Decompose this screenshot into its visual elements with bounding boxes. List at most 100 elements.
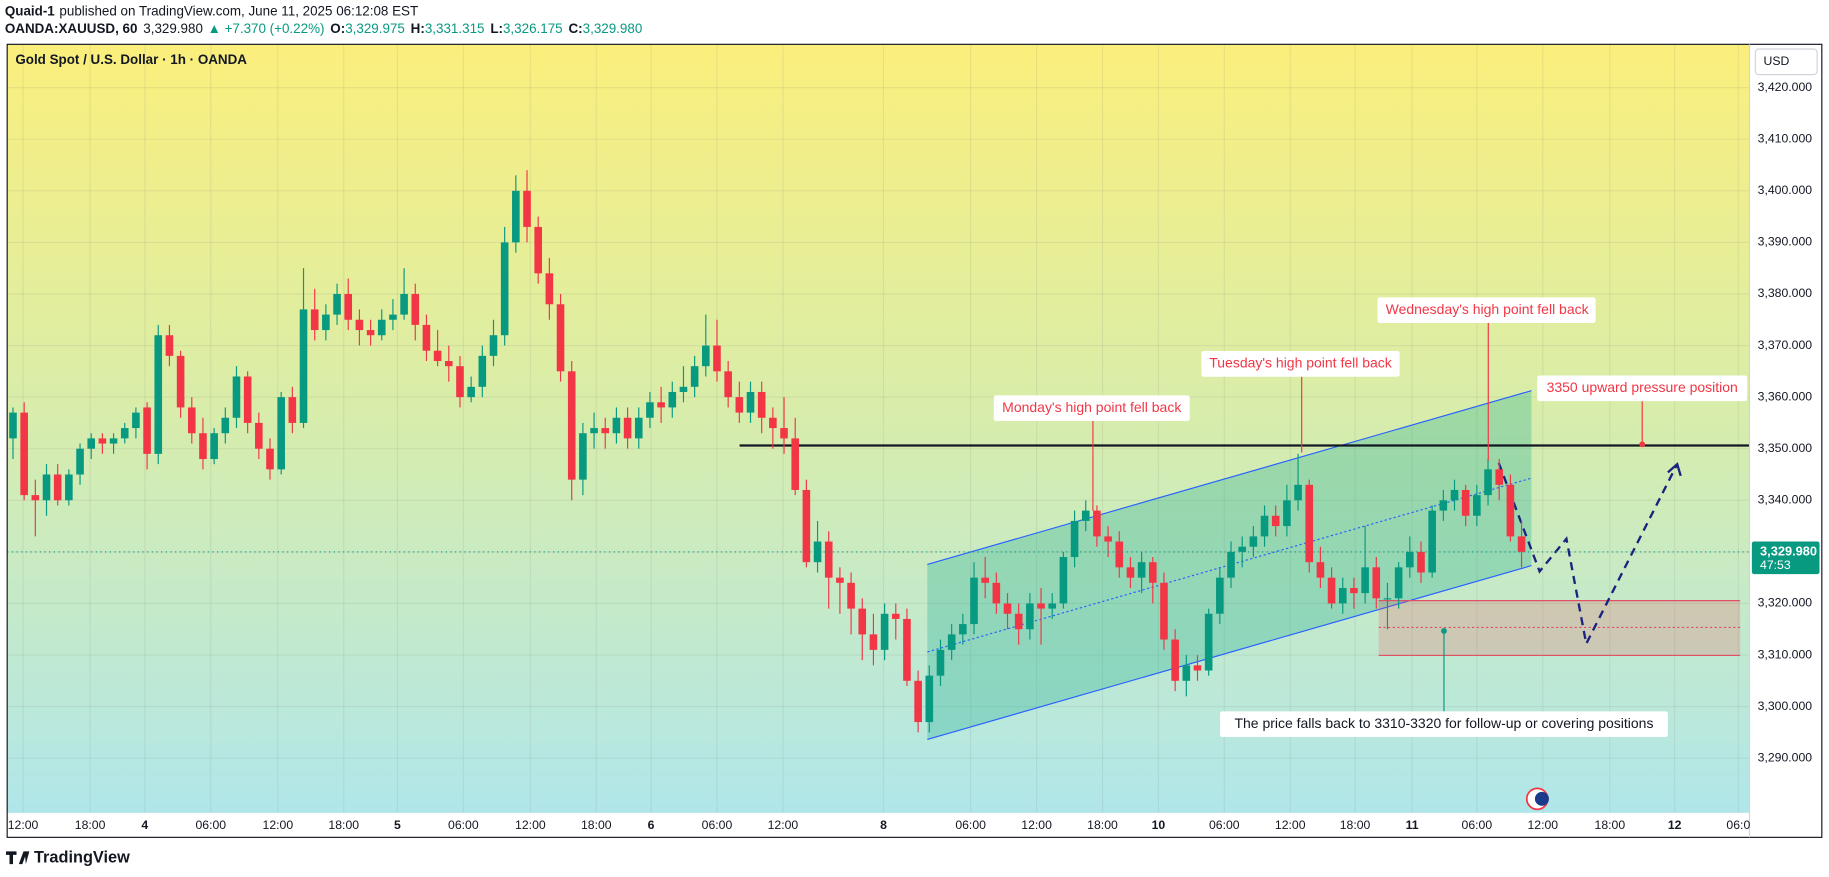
candle-body (523, 190, 531, 227)
x-tick-label: 12:00 (1021, 818, 1052, 832)
chart-border (6, 43, 1823, 838)
candle-body (489, 335, 498, 356)
y-tick-label: 3,340.000 (1758, 493, 1813, 507)
candle-body (120, 428, 129, 439)
candle-body (780, 428, 788, 439)
y-tick-label: 3,410.000 (1758, 131, 1813, 145)
candle-body (444, 361, 453, 367)
x-tick-label: 12:00 (1275, 818, 1306, 832)
channel-bottom (927, 565, 1532, 740)
x-tick-label: 4 (141, 818, 148, 832)
candle-body (847, 582, 855, 609)
callout-box (1220, 711, 1668, 738)
logo-icon (6, 851, 30, 865)
brand: TradingView (34, 849, 130, 867)
candle-body (891, 613, 900, 619)
candle-body (1294, 484, 1302, 501)
candle-body (690, 366, 699, 387)
time-axis-background (7, 812, 1822, 838)
candle-body (76, 448, 84, 475)
published: published on TradingView.com, June 11, 2… (59, 3, 418, 18)
candle-body (612, 417, 621, 434)
y-tick-label: 3,360.000 (1758, 389, 1813, 403)
candle-body (746, 391, 755, 413)
candle-body (467, 386, 475, 398)
open-label: O: (330, 21, 345, 36)
callout-box (1377, 297, 1596, 324)
candle-body (1428, 510, 1436, 573)
candle-body (299, 309, 308, 423)
candle-body (199, 433, 207, 460)
candle-body (1171, 639, 1179, 681)
candle-body (1104, 536, 1112, 542)
candle-body (411, 293, 420, 325)
currency[interactable]: USD (1764, 54, 1790, 68)
candle-body (713, 345, 721, 372)
x-tick-label: 12:00 (515, 818, 546, 832)
x-tick-label: 18:00 (581, 818, 612, 832)
candle-body (1238, 546, 1246, 552)
current-price-tag (1751, 541, 1820, 575)
author: Quaid-1 (5, 3, 55, 18)
candle-body (1070, 520, 1079, 558)
candle-body (1406, 551, 1414, 568)
channel-top (927, 390, 1532, 566)
callout-dot (1441, 628, 1447, 634)
change: ▲ +7.370 (+0.22%) (208, 21, 325, 36)
candle-body (1204, 613, 1213, 671)
candle-body (1383, 598, 1392, 600)
candle-body (880, 613, 889, 650)
candle-body (1338, 587, 1347, 604)
symbol: OANDA:XAUUSD, 60 (5, 21, 138, 36)
candle-body (1059, 557, 1068, 604)
candle-body (1484, 469, 1492, 496)
candle-body (377, 319, 386, 336)
candle-body (333, 293, 341, 315)
x-tick-label: 18:00 (75, 818, 106, 832)
candle-body (1182, 665, 1191, 681)
candle-body (31, 495, 40, 501)
annotations: Monday's high point fell back Tuesday's … (993, 297, 1748, 811)
callout-dot (1639, 441, 1646, 448)
x-tick-label: 6 (648, 818, 655, 832)
low-label: L: (490, 21, 503, 36)
candle-body (109, 438, 118, 444)
price-axis-background (1749, 44, 1822, 838)
candle-body (389, 314, 397, 320)
x-tick-label: 12:00 (1527, 818, 1558, 832)
candle-body (143, 407, 151, 454)
candle-body (422, 324, 431, 351)
candle-body (355, 319, 364, 331)
currency-button[interactable] (1754, 48, 1818, 76)
x-tick-label: 06:00 (955, 818, 986, 832)
candle-body (87, 438, 96, 449)
candle-body (1495, 469, 1504, 485)
high-label: H: (411, 21, 425, 36)
candle-body (903, 618, 911, 681)
candle-body (433, 350, 442, 362)
candle-body (579, 433, 587, 480)
candle-body (679, 386, 688, 392)
candle-body (187, 407, 196, 434)
candle-body (858, 608, 867, 635)
candle-body (914, 680, 922, 723)
candle-body (634, 417, 643, 439)
y-tick-label: 3,400.000 (1758, 183, 1813, 197)
candle-body (757, 391, 766, 418)
chart-title: Gold Spot / U.S. Dollar · 1h · OANDA (15, 52, 247, 67)
callout-text: Wednesday's high point fell back (1386, 301, 1590, 317)
candle-body (1271, 515, 1280, 527)
x-tick-label: 06:00 (1462, 818, 1493, 832)
candle-body (556, 304, 565, 372)
callout-text: Monday's high point fell back (1002, 399, 1182, 415)
candle-body (1081, 510, 1090, 521)
x-tick-label: 5 (394, 818, 401, 832)
event-flag (1534, 791, 1549, 806)
candle-body (1026, 603, 1034, 630)
candle-body (277, 397, 285, 470)
y-tick-label: 3,420.000 (1758, 80, 1813, 94)
candle-body (824, 541, 833, 578)
candle-body (735, 397, 744, 413)
x-tick-label: 06:00 (702, 818, 733, 832)
candle-body (1115, 541, 1124, 568)
